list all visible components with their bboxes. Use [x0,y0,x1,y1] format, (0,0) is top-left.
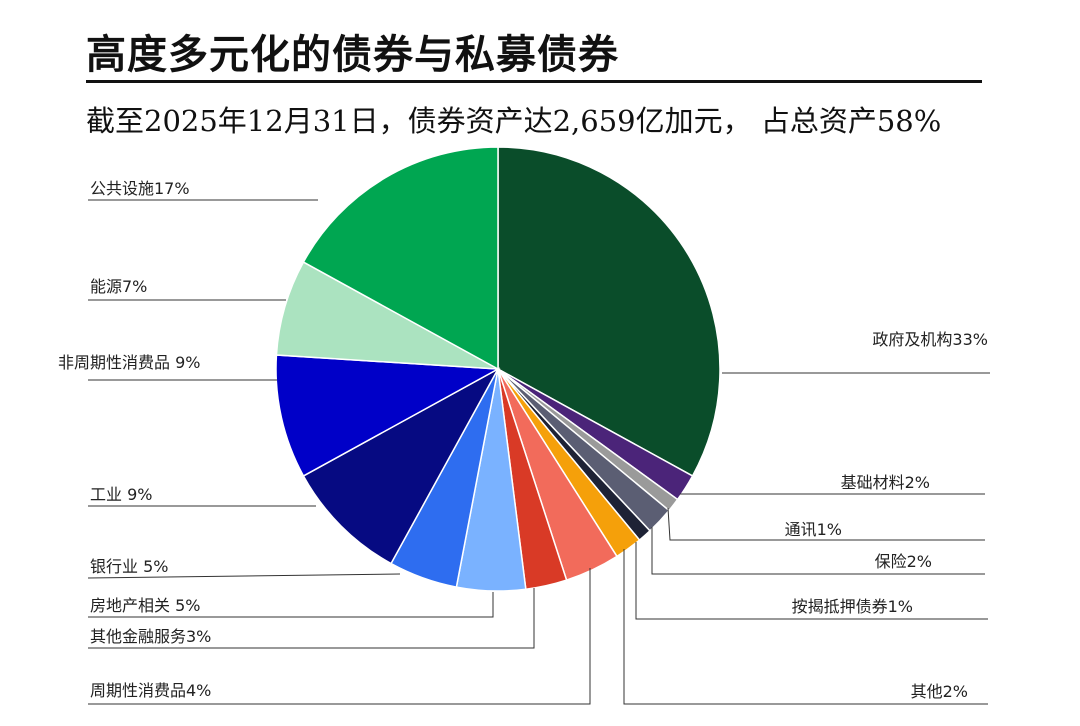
chart-title: 高度多元化的债券与私募债券 [86,32,619,78]
slice-label-11: 非周期性消费品 9% [58,353,200,372]
slice-label-3: 保险2% [875,552,932,571]
slice-label-6: 周期性消费品4% [90,681,211,700]
leader-lines [87,199,990,705]
slice-label-4: 按揭抵押债券1% [792,597,913,616]
slice-labels: 政府及机构33% 基础材料2% 通讯1% 保险2% 按揭抵押债券1% 其他2% 周期性消费品… [58,179,988,701]
pie-slice-10 [302,367,500,565]
leader-line-4 [635,542,988,620]
pie-slice-0 [497,146,721,477]
slice-label-9: 银行业 5% [90,557,168,576]
leader-line-3 [651,527,985,575]
slice-label-5: 其他2% [911,682,968,701]
slice-label-12: 能源7% [90,277,147,296]
leader-line-6 [88,568,591,705]
leader-line-2 [667,507,985,541]
slice-label-0: 政府及机构33% [872,330,988,349]
pie-slice-11 [275,354,501,477]
slice-label-8: 房地产相关 5% [90,596,200,615]
chart-subtitle: 截至2025年12月31日，债券资产达2,659亿加元， 占总资产58% [86,104,942,138]
leader-line-9 [87,573,401,579]
slice-label-1: 基础材料2% [841,473,930,492]
slice-label-7: 其他金融服务3% [90,627,211,646]
leader-line-5 [623,549,988,705]
leader-line-8 [88,592,494,618]
slice-label-10: 工业 9% [90,485,152,504]
leader-line-7 [88,588,535,649]
pie-slice-13 [302,146,499,371]
pie-slices [275,146,721,592]
slice-label-2: 通讯1% [785,520,842,539]
slice-label-13: 公共设施17% [90,179,190,198]
title-divider [86,80,982,83]
